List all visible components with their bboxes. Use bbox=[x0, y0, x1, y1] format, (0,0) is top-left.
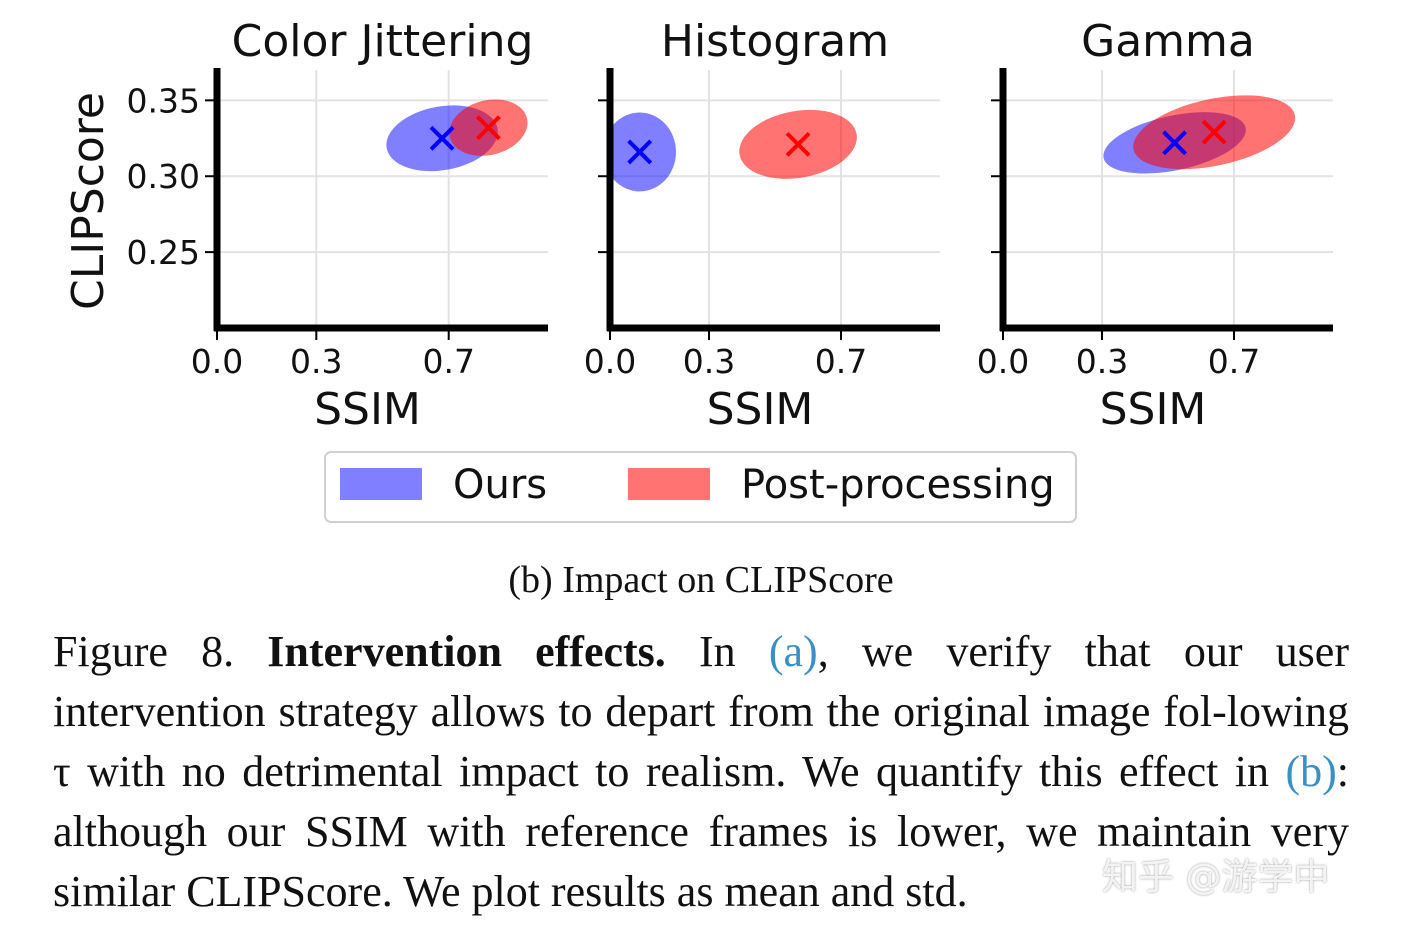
figure-caption: Figure 8. Intervention effects. In (a), … bbox=[53, 622, 1349, 922]
x-tick-label: 0.3 bbox=[683, 342, 735, 381]
watermark: 知乎 @游学中 bbox=[1102, 857, 1330, 898]
x-axis-label: SSIM bbox=[1100, 384, 1207, 435]
x-tick-label: 0.0 bbox=[977, 342, 1029, 381]
y-axis-label: CLIPScore bbox=[63, 92, 114, 310]
caption-text-2: , we verify that our user intervention s… bbox=[53, 627, 1349, 796]
x-axis-label: SSIM bbox=[314, 384, 421, 435]
caption-text-3: : although our SSIM with reference frame… bbox=[53, 747, 1349, 916]
y-tick-label: 0.25 bbox=[127, 233, 200, 272]
caption-ref-a[interactable]: (a) bbox=[768, 627, 818, 676]
legend-swatch-ours bbox=[340, 468, 422, 500]
mean-marker-post-processing bbox=[476, 115, 501, 141]
mean-marker-ours bbox=[627, 139, 653, 165]
figure-canvas: 0.0 0.3 0.7 0.25 0.30 0.35 Color Jittering SSIM… bbox=[63, 16, 1333, 523]
caption-prefix: Figure 8. bbox=[53, 627, 268, 676]
y-tick-label: 0.30 bbox=[127, 157, 200, 196]
caption-text-1: In bbox=[665, 627, 769, 676]
mean-marker-post-processing bbox=[1201, 119, 1227, 145]
caption-ref-b[interactable]: (b) bbox=[1285, 747, 1337, 796]
x-tick-label: 0.7 bbox=[1208, 342, 1260, 381]
panel-title: Gamma bbox=[1081, 16, 1255, 67]
x-tick-label: 0.7 bbox=[422, 342, 474, 381]
mean-marker-ours bbox=[1162, 130, 1188, 156]
x-tick-label: 0.3 bbox=[290, 342, 342, 381]
legend-swatch-post-processing bbox=[628, 468, 710, 500]
x-tick-label: 0.7 bbox=[815, 342, 867, 381]
mean-marker-ours bbox=[429, 125, 455, 151]
legend-label-post-processing: Post-processing bbox=[741, 462, 1055, 508]
x-tick-label: 0.0 bbox=[191, 342, 243, 381]
x-tick-label: 0.0 bbox=[584, 342, 636, 381]
x-axis-label: SSIM bbox=[707, 384, 814, 435]
panel-title: Histogram bbox=[661, 16, 889, 67]
x-tick-label: 0.3 bbox=[1076, 342, 1128, 381]
mean-marker-post-processing bbox=[785, 131, 811, 157]
panel-title: Color Jittering bbox=[232, 16, 534, 67]
std-ellipse-ours bbox=[610, 112, 676, 192]
legend-label-ours: Ours bbox=[453, 462, 547, 508]
subfigure-caption: (b) Impact on CLIPScore bbox=[508, 559, 894, 601]
y-tick-label: 0.35 bbox=[127, 81, 200, 120]
caption-bold-title: Intervention effects. bbox=[267, 627, 666, 676]
